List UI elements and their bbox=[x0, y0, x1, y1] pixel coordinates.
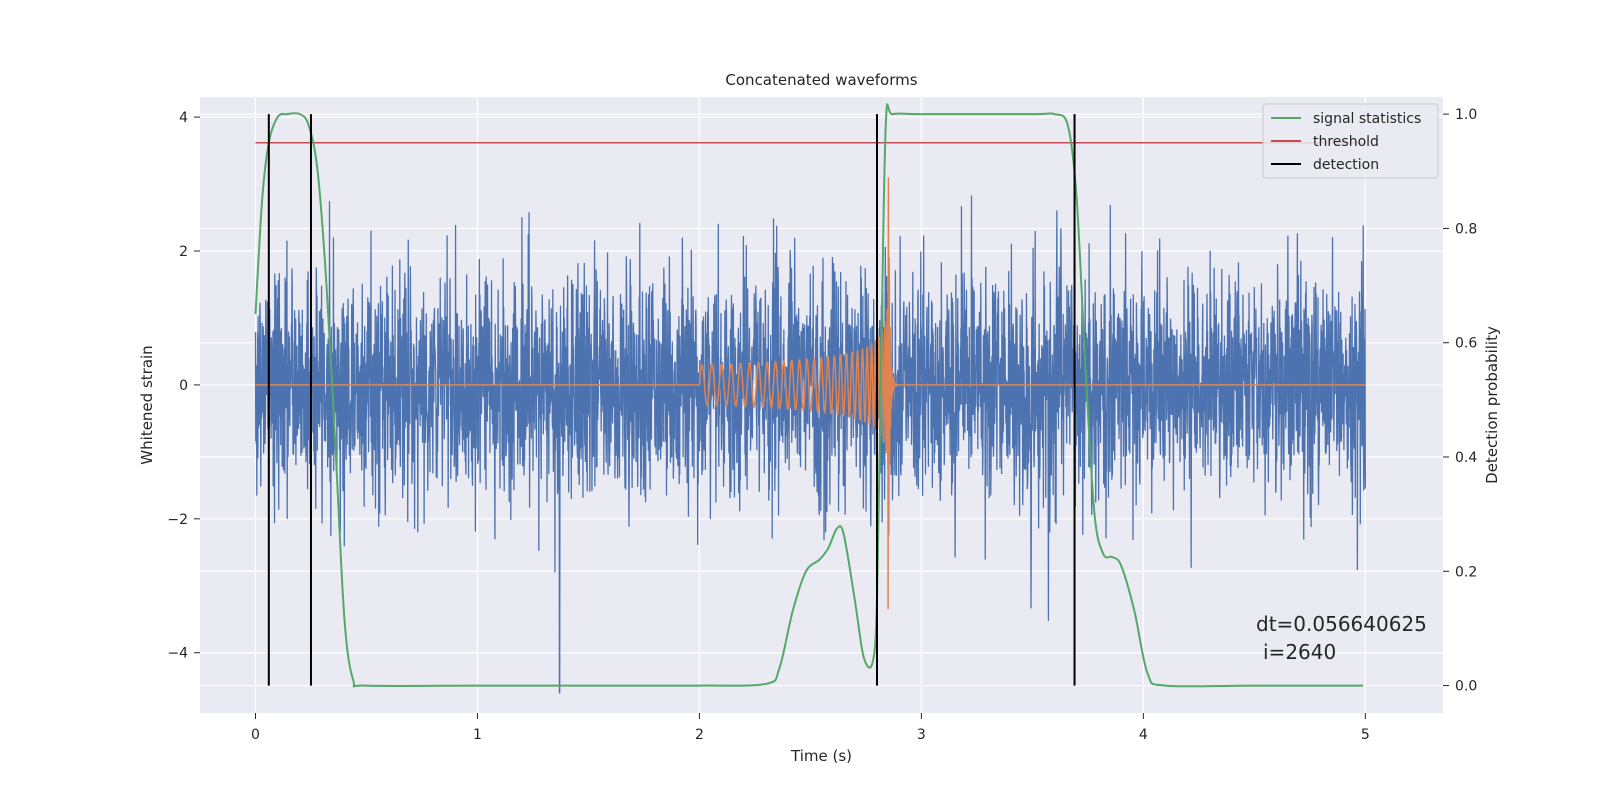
y-axis-label: Whitened strain bbox=[138, 345, 156, 464]
annotation-dt: dt=0.056640625 bbox=[1256, 612, 1427, 636]
x-axis-label: Time (s) bbox=[790, 747, 852, 765]
x-tick-label: 2 bbox=[695, 727, 704, 743]
x-tick-label: 4 bbox=[1139, 727, 1148, 743]
y-right-tick-label: 0.4 bbox=[1455, 450, 1477, 466]
series-layer bbox=[254, 103, 1366, 694]
annotation-i: i=2640 bbox=[1263, 640, 1336, 664]
y-tick-label: −4 bbox=[167, 646, 188, 662]
x-tick-label: 1 bbox=[473, 727, 482, 743]
legend-entry-detection: detection bbox=[1313, 157, 1379, 173]
y-tick-label: 0 bbox=[179, 378, 188, 394]
x-tick-label: 5 bbox=[1361, 727, 1370, 743]
y-tick-label: −2 bbox=[167, 512, 188, 528]
y-right-tick-label: 1.0 bbox=[1455, 107, 1477, 123]
y-tick-label: 2 bbox=[179, 244, 188, 260]
y-right-tick-label: 0.6 bbox=[1455, 336, 1477, 352]
x-tick-label: 0 bbox=[251, 727, 260, 743]
legend-entry-threshold: threshold bbox=[1313, 134, 1379, 150]
template-series bbox=[255, 177, 1366, 610]
y-tick-label: 4 bbox=[179, 110, 188, 126]
y-right-tick-label: 0.8 bbox=[1455, 221, 1477, 237]
legend-box bbox=[1262, 103, 1439, 179]
chart-title: Concatenated waveforms bbox=[725, 71, 917, 89]
strain-series bbox=[254, 195, 1366, 694]
x-tick-label: 3 bbox=[917, 727, 926, 743]
y-right-tick-label: 0.2 bbox=[1455, 564, 1477, 580]
legend-entry-signal-statistics: signal statistics bbox=[1313, 111, 1421, 127]
signal-statistics-series bbox=[254, 103, 1364, 688]
axes: 0 1 2 3 4 5 4 2 0 −2 −4 1.0 0.8 0.6 0.4 0.2 0.0 bbox=[167, 107, 1477, 743]
y-right-tick-label: 0.0 bbox=[1455, 679, 1477, 695]
legend: signal statistics threshold detection bbox=[1262, 103, 1439, 179]
y-axis-right-label: Detection probability bbox=[1483, 326, 1501, 484]
